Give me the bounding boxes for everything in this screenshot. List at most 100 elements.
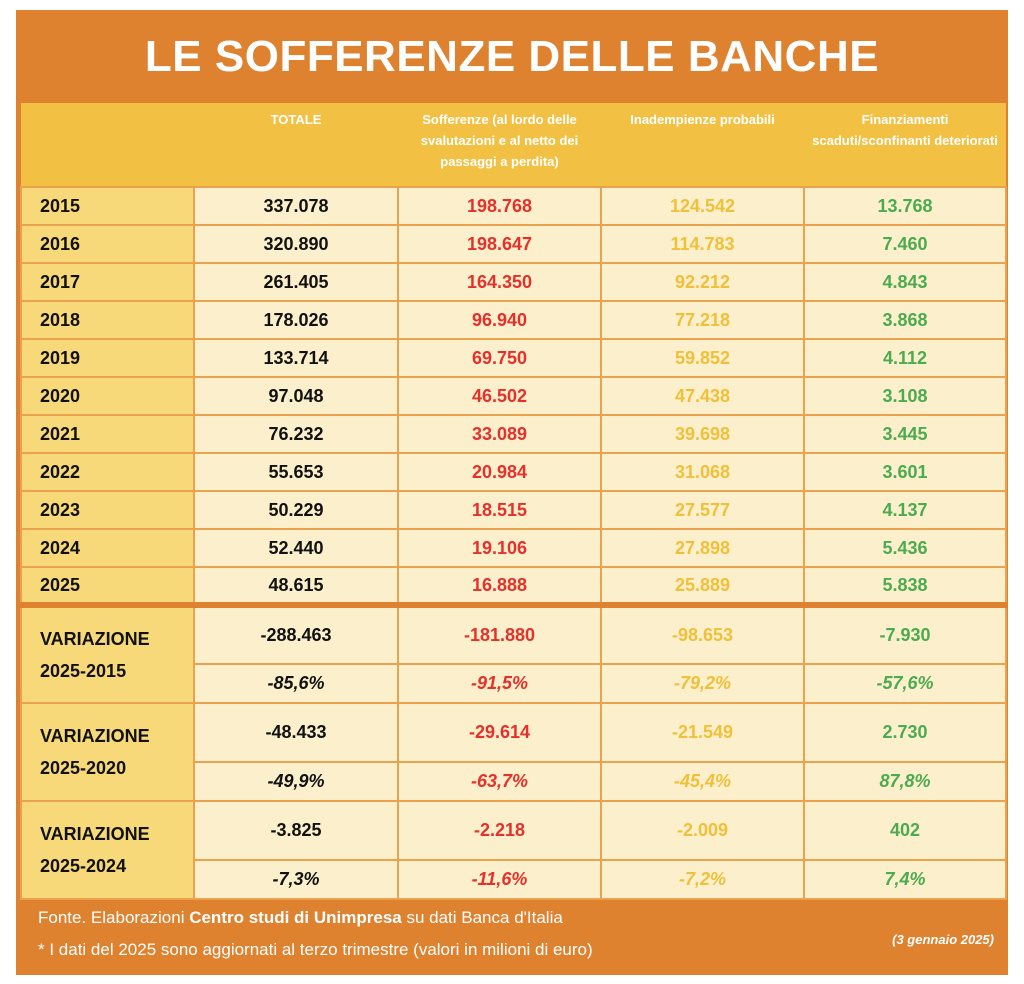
variation-abs-cell: -98.653 bbox=[600, 602, 805, 665]
variation-period: 2025-2015 bbox=[40, 661, 127, 681]
value-cell: 198.768 bbox=[397, 186, 602, 226]
table-row: 2019 133.714 69.750 59.852 4.112 bbox=[20, 338, 1007, 378]
publication-date: (3 gennaio 2025) bbox=[892, 932, 994, 947]
variation-abs-cell: -3.825 bbox=[193, 800, 399, 861]
table-row: 2023 50.229 18.515 27.577 4.137 bbox=[20, 490, 1007, 530]
infographic-frame: LE SOFFERENZE DELLE BANCHE TOTALE Soffere… bbox=[16, 10, 1008, 975]
column-header: Finanziamenti scaduti/sconfinanti deteri… bbox=[804, 103, 1006, 187]
table-row: 2024 52.440 19.106 27.898 5.436 bbox=[20, 528, 1007, 568]
variation-pct-cell: -7,3% bbox=[193, 859, 399, 900]
data-table: TOTALE Sofferenze (al lordo delle svaluta… bbox=[20, 103, 1007, 900]
value-cell: 55.653 bbox=[193, 452, 399, 492]
variation-period: 2025-2024 bbox=[40, 856, 127, 876]
value-cell: 5.436 bbox=[803, 528, 1007, 568]
value-cell: 3.445 bbox=[803, 414, 1007, 454]
page-title: LE SOFFERENZE DELLE BANCHE bbox=[144, 32, 880, 81]
variation-abs-cell: -48.433 bbox=[193, 702, 399, 763]
year-label: 2019 bbox=[20, 338, 195, 378]
value-cell: 198.647 bbox=[397, 224, 602, 264]
variation-label: VARIAZIONE 2025-2024 bbox=[20, 800, 195, 900]
value-cell: 7.460 bbox=[803, 224, 1007, 264]
table-row: 2022 55.653 20.984 31.068 3.601 bbox=[20, 452, 1007, 492]
variation-abs-cell: -21.549 bbox=[600, 702, 805, 763]
value-cell: 261.405 bbox=[193, 262, 399, 302]
header-row: TOTALE Sofferenze (al lordo delle svaluta… bbox=[21, 103, 1006, 187]
value-cell: 50.229 bbox=[193, 490, 399, 530]
year-label: 2024 bbox=[20, 528, 195, 568]
variation-abs-cell: -7.930 bbox=[803, 602, 1007, 665]
value-cell: 47.438 bbox=[600, 376, 805, 416]
value-cell: 3.108 bbox=[803, 376, 1007, 416]
source-org: Centro studi di Unimpresa bbox=[189, 908, 402, 927]
year-label: 2020 bbox=[20, 376, 195, 416]
value-cell: 59.852 bbox=[600, 338, 805, 378]
variation-pct-cell: 87,8% bbox=[803, 761, 1007, 802]
year-label: 2018 bbox=[20, 300, 195, 340]
table-row: 2020 97.048 46.502 47.438 3.108 bbox=[20, 376, 1007, 416]
value-cell: 3.601 bbox=[803, 452, 1007, 492]
variation-abs-cell: -288.463 bbox=[193, 602, 399, 665]
source-suffix: su dati Banca d'Italia bbox=[401, 908, 563, 927]
column-header: Inadempienze probabili bbox=[601, 103, 804, 187]
value-cell: 13.768 bbox=[803, 186, 1007, 226]
variation-pct-cell: -7,2% bbox=[600, 859, 805, 900]
variation-pct-cell: -49,9% bbox=[193, 761, 399, 802]
variation-pct-row: -7,3% -11,6% -7,2% 7,4% bbox=[21, 859, 1007, 900]
value-cell: 27.577 bbox=[600, 490, 805, 530]
variation-pct-cell: -45,4% bbox=[600, 761, 805, 802]
variation-pct-cell: -57,6% bbox=[803, 663, 1007, 704]
value-cell: 27.898 bbox=[600, 528, 805, 568]
value-cell: 69.750 bbox=[397, 338, 602, 378]
variation-pct-cell: -85,6% bbox=[193, 663, 399, 704]
variation-abs-cell: 2.730 bbox=[803, 702, 1007, 763]
value-cell: 31.068 bbox=[600, 452, 805, 492]
variation-pct-cell: -91,5% bbox=[397, 663, 602, 704]
year-label: 2025 bbox=[20, 566, 195, 606]
value-cell: 3.868 bbox=[803, 300, 1007, 340]
variation-abs-row: VARIAZIONE 2025-2015 -288.463 -181.880 -98.6… bbox=[20, 602, 1007, 704]
value-cell: 4.843 bbox=[803, 262, 1007, 302]
variation-pct-cell: -11,6% bbox=[397, 859, 602, 900]
year-label: 2023 bbox=[20, 490, 195, 530]
variation-abs-cell: -181.880 bbox=[397, 602, 602, 665]
variation-label: VARIAZIONE 2025-2020 bbox=[20, 702, 195, 802]
column-header: TOTALE bbox=[194, 103, 398, 187]
variation-abs-cell: 402 bbox=[803, 800, 1007, 861]
value-cell: 20.984 bbox=[397, 452, 602, 492]
year-label: 2016 bbox=[20, 224, 195, 264]
value-cell: 46.502 bbox=[397, 376, 602, 416]
header-corner bbox=[21, 103, 194, 187]
table-row: 2015 337.078 198.768 124.542 13.768 bbox=[20, 186, 1007, 226]
variation-label: VARIAZIONE 2025-2015 bbox=[20, 602, 195, 704]
data-note: * I dati del 2025 sono aggiornati al ter… bbox=[38, 940, 593, 959]
value-cell: 33.089 bbox=[397, 414, 602, 454]
variation-pct-cell: -79,2% bbox=[600, 663, 805, 704]
year-label: 2022 bbox=[20, 452, 195, 492]
year-label: 2017 bbox=[20, 262, 195, 302]
variation-title: VARIAZIONE bbox=[40, 629, 150, 649]
value-cell: 25.889 bbox=[600, 566, 805, 606]
source-note: Fonte. Elaborazioni Centro studi di Unim… bbox=[38, 908, 563, 928]
value-cell: 52.440 bbox=[193, 528, 399, 568]
variation-title: VARIAZIONE bbox=[40, 824, 150, 844]
variation-period: 2025-2020 bbox=[40, 758, 127, 778]
column-header: Sofferenze (al lordo delle svalutazioni … bbox=[398, 103, 601, 187]
value-cell: 164.350 bbox=[397, 262, 602, 302]
value-cell: 337.078 bbox=[193, 186, 399, 226]
table-row: 2018 178.026 96.940 77.218 3.868 bbox=[20, 300, 1007, 340]
value-cell: 124.542 bbox=[600, 186, 805, 226]
variation-pct-cell: -63,7% bbox=[397, 761, 602, 802]
variation-title: VARIAZIONE bbox=[40, 726, 150, 746]
value-cell: 178.026 bbox=[193, 300, 399, 340]
variation-abs-row: VARIAZIONE 2025-2024 -3.825 -2.218 -2.009 402 bbox=[20, 800, 1007, 900]
value-cell: 16.888 bbox=[397, 566, 602, 606]
source-prefix: Fonte. Elaborazioni bbox=[38, 908, 190, 927]
variation-pct-row: -49,9% -63,7% -45,4% 87,8% bbox=[21, 761, 1007, 802]
variation-abs-cell: -2.009 bbox=[600, 800, 805, 861]
year-label: 2015 bbox=[20, 186, 195, 226]
value-cell: 19.106 bbox=[397, 528, 602, 568]
value-cell: 76.232 bbox=[193, 414, 399, 454]
table-row: 2017 261.405 164.350 92.212 4.843 bbox=[20, 262, 1007, 302]
variation-abs-row: VARIAZIONE 2025-2020 -48.433 -29.614 -21.549… bbox=[20, 702, 1007, 802]
value-cell: 18.515 bbox=[397, 490, 602, 530]
